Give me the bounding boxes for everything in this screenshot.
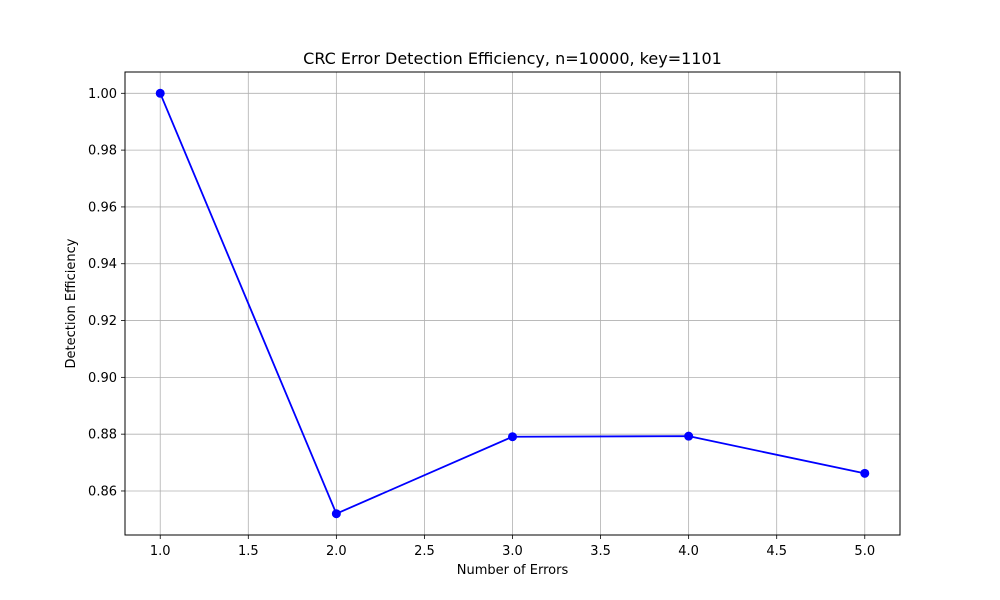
data-point — [684, 431, 694, 441]
y-tick-label: 0.96 — [88, 200, 117, 215]
x-tick-label: 5.0 — [854, 544, 875, 559]
data-point — [155, 88, 165, 98]
y-tick-label: 1.00 — [88, 87, 117, 102]
chart-title: CRC Error Detection Efficiency, n=10000,… — [303, 49, 722, 68]
x-tick-label: 4.0 — [678, 544, 699, 559]
y-tick-label: 0.92 — [88, 314, 117, 329]
x-tick-label: 4.5 — [766, 544, 787, 559]
data-point — [508, 432, 517, 442]
data-point — [860, 468, 870, 478]
x-tick-label: 1.0 — [150, 544, 171, 559]
y-tick-label: 0.88 — [88, 428, 117, 443]
x-tick-label: 1.5 — [238, 544, 259, 559]
x-tick-label: 3.5 — [590, 544, 611, 559]
x-tick-label: 3.0 — [502, 544, 523, 559]
x-axis-ticks: 1.0 1.5 2.0 2.5 3.0 3.5 4.0 4.5 5.0 — [150, 535, 875, 559]
y-tick-label: 0.94 — [88, 257, 117, 272]
x-tick-label: 2.5 — [414, 544, 435, 559]
y-tick-label: 0.86 — [88, 484, 117, 499]
y-tick-label: 0.90 — [88, 371, 117, 386]
x-tick-label: 2.0 — [326, 544, 347, 559]
series-layer — [155, 88, 870, 519]
grid — [125, 72, 900, 535]
y-axis-label: Detection Efficiency — [64, 238, 79, 368]
x-axis-label: Number of Errors — [457, 563, 569, 578]
data-point — [331, 509, 341, 519]
y-axis-ticks: 0.86 0.88 0.90 0.92 0.94 0.96 0.98 1.00 — [88, 87, 125, 499]
y-tick-label: 0.98 — [88, 144, 117, 159]
